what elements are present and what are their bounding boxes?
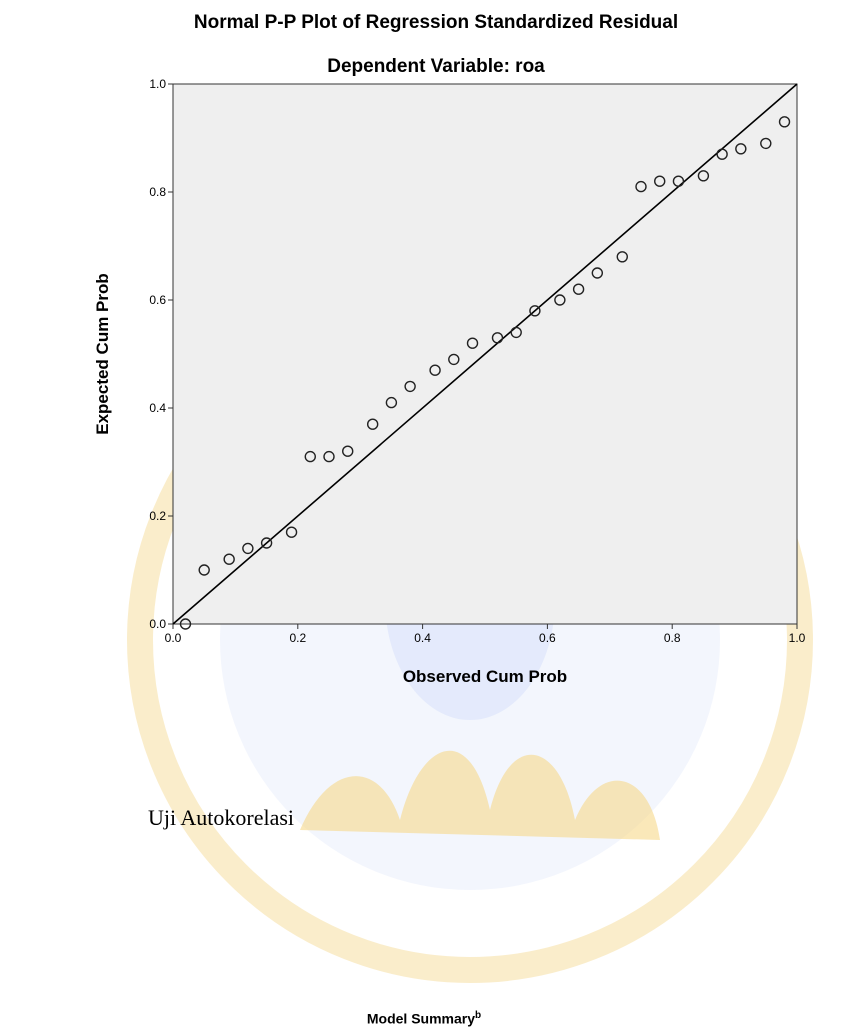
data-point xyxy=(635,180,647,193)
data-point xyxy=(529,305,541,317)
chart-subtitle: Dependent Variable: roa xyxy=(327,56,545,77)
x-tick-label: 0.6 xyxy=(539,631,556,645)
data-point xyxy=(654,175,666,187)
y-tick-label: 0.0 xyxy=(149,617,166,631)
y-axis-title: Expected Cum Prob xyxy=(93,273,112,435)
data-point xyxy=(572,283,585,295)
y-tick-label: 0.2 xyxy=(149,509,166,523)
data-point xyxy=(342,445,354,457)
y-tick-label: 0.6 xyxy=(149,293,166,307)
data-point xyxy=(404,380,416,393)
x-tick-label: 0.2 xyxy=(289,631,306,645)
x-tick-label: 0.0 xyxy=(165,631,182,645)
y-axis: 0.0 0.2 0.4 0.6 0.8 1.0 xyxy=(149,77,173,631)
data-point xyxy=(697,170,710,182)
data-point xyxy=(778,116,791,128)
data-point xyxy=(429,364,441,376)
model-summary-superscript: b xyxy=(475,1010,482,1021)
data-point xyxy=(716,148,728,160)
data-point xyxy=(591,267,604,279)
watermark-lotus xyxy=(300,750,660,840)
data-point xyxy=(466,337,479,349)
data-point xyxy=(242,542,254,555)
section-heading: Uji Autokorelasi xyxy=(148,805,295,830)
data-point xyxy=(179,618,192,630)
data-point xyxy=(223,553,235,565)
data-points xyxy=(179,116,791,630)
x-tick-label: 1.0 xyxy=(789,631,806,645)
data-point xyxy=(366,418,379,430)
data-point xyxy=(260,537,273,549)
data-point xyxy=(285,526,298,538)
y-tick-label: 1.0 xyxy=(149,77,166,91)
data-point xyxy=(491,332,504,344)
data-point xyxy=(510,326,522,339)
data-point xyxy=(304,450,316,463)
x-axis: 0.0 0.2 0.4 0.6 0.8 1.0 xyxy=(165,624,806,645)
data-point xyxy=(323,450,335,463)
data-point xyxy=(616,251,628,263)
chart-title: Normal P-P Plot of Regression Standardiz… xyxy=(194,12,678,33)
data-point xyxy=(735,143,747,155)
y-tick-label: 0.8 xyxy=(149,185,166,199)
x-tick-label: 0.4 xyxy=(414,631,431,645)
data-point xyxy=(198,564,210,576)
model-summary-title: Model Summaryb xyxy=(0,1010,848,1027)
reference-line xyxy=(172,83,798,625)
y-tick-label: 0.4 xyxy=(149,401,166,415)
data-point xyxy=(672,175,685,187)
x-tick-label: 0.8 xyxy=(664,631,681,645)
data-point xyxy=(385,396,398,409)
data-point xyxy=(760,137,772,150)
data-point xyxy=(554,294,566,306)
model-summary-label: Model Summary xyxy=(366,1010,476,1027)
x-axis-title: Observed Cum Prob xyxy=(403,667,567,686)
data-point xyxy=(448,353,460,366)
